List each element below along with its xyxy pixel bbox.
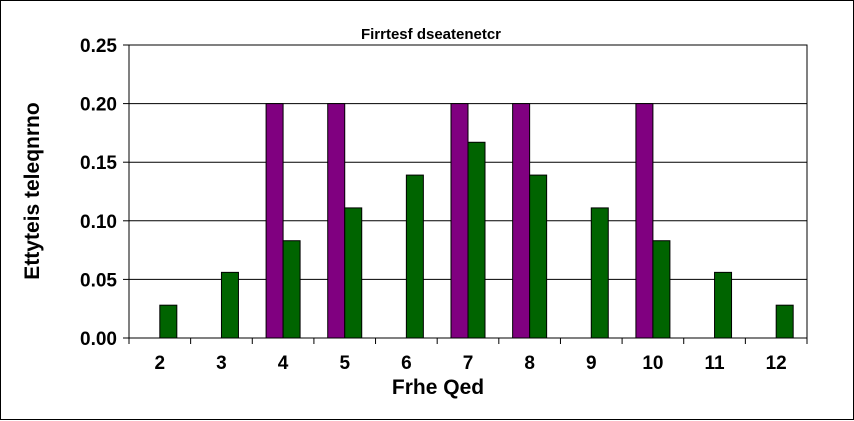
x-tick-label: 7 <box>463 353 474 374</box>
y-tick-label: 0.15 <box>80 153 117 174</box>
x-tick-label: 3 <box>216 353 227 374</box>
x-tick-label: 10 <box>642 353 663 374</box>
bar-series-1-10 <box>635 103 654 339</box>
bar-series-2-5 <box>344 207 363 339</box>
bar-series-2-2 <box>159 304 178 339</box>
bar-series-2-3 <box>220 271 239 339</box>
y-tick-labels: 0.00 0.05 0.10 0.15 0.20 0.25 <box>80 36 129 350</box>
x-tick-label: 4 <box>278 353 289 374</box>
bar-series-2-4 <box>282 240 301 339</box>
x-tick-label: 5 <box>339 353 350 374</box>
x-tick-labels: 2 3 4 5 6 7 8 9 10 11 12 <box>128 338 808 374</box>
y-tick-label: 0.00 <box>80 329 117 350</box>
bar-series-2-10 <box>652 240 671 339</box>
bar-series-2-7 <box>467 141 486 339</box>
x-tick-label: 8 <box>524 353 535 374</box>
x-tick-label: 6 <box>401 353 412 374</box>
axes <box>128 44 808 339</box>
bar-series-2-6 <box>405 174 424 339</box>
y-tick-label: 0.10 <box>80 212 117 233</box>
bars <box>159 103 794 339</box>
bar-series-2-9 <box>590 207 609 339</box>
bar-series-2-12 <box>775 304 794 339</box>
y-tick-label: 0.20 <box>80 95 117 116</box>
x-tick-label: 12 <box>766 353 787 374</box>
plot-area <box>128 44 808 339</box>
bar-series-1-5 <box>327 103 346 339</box>
x-tick-label: 9 <box>586 353 597 374</box>
bar-series-2-11 <box>714 271 733 339</box>
x-tick-label: 2 <box>155 353 166 374</box>
bar-series-1-4 <box>265 103 284 339</box>
bar-series-1-8 <box>512 103 531 339</box>
y-tick-label: 0.05 <box>80 270 117 291</box>
bar-series-1-7 <box>450 103 469 339</box>
x-axis-title: Frhe Qed <box>392 376 484 399</box>
chart-title: Firrtesf dseatenetcr <box>361 26 501 43</box>
y-axis-title: Ettyteis teleqnrno <box>21 102 44 279</box>
bar-series-2-8 <box>529 174 548 339</box>
x-tick-label: 11 <box>704 353 725 374</box>
y-tick-label: 0.25 <box>80 36 117 57</box>
